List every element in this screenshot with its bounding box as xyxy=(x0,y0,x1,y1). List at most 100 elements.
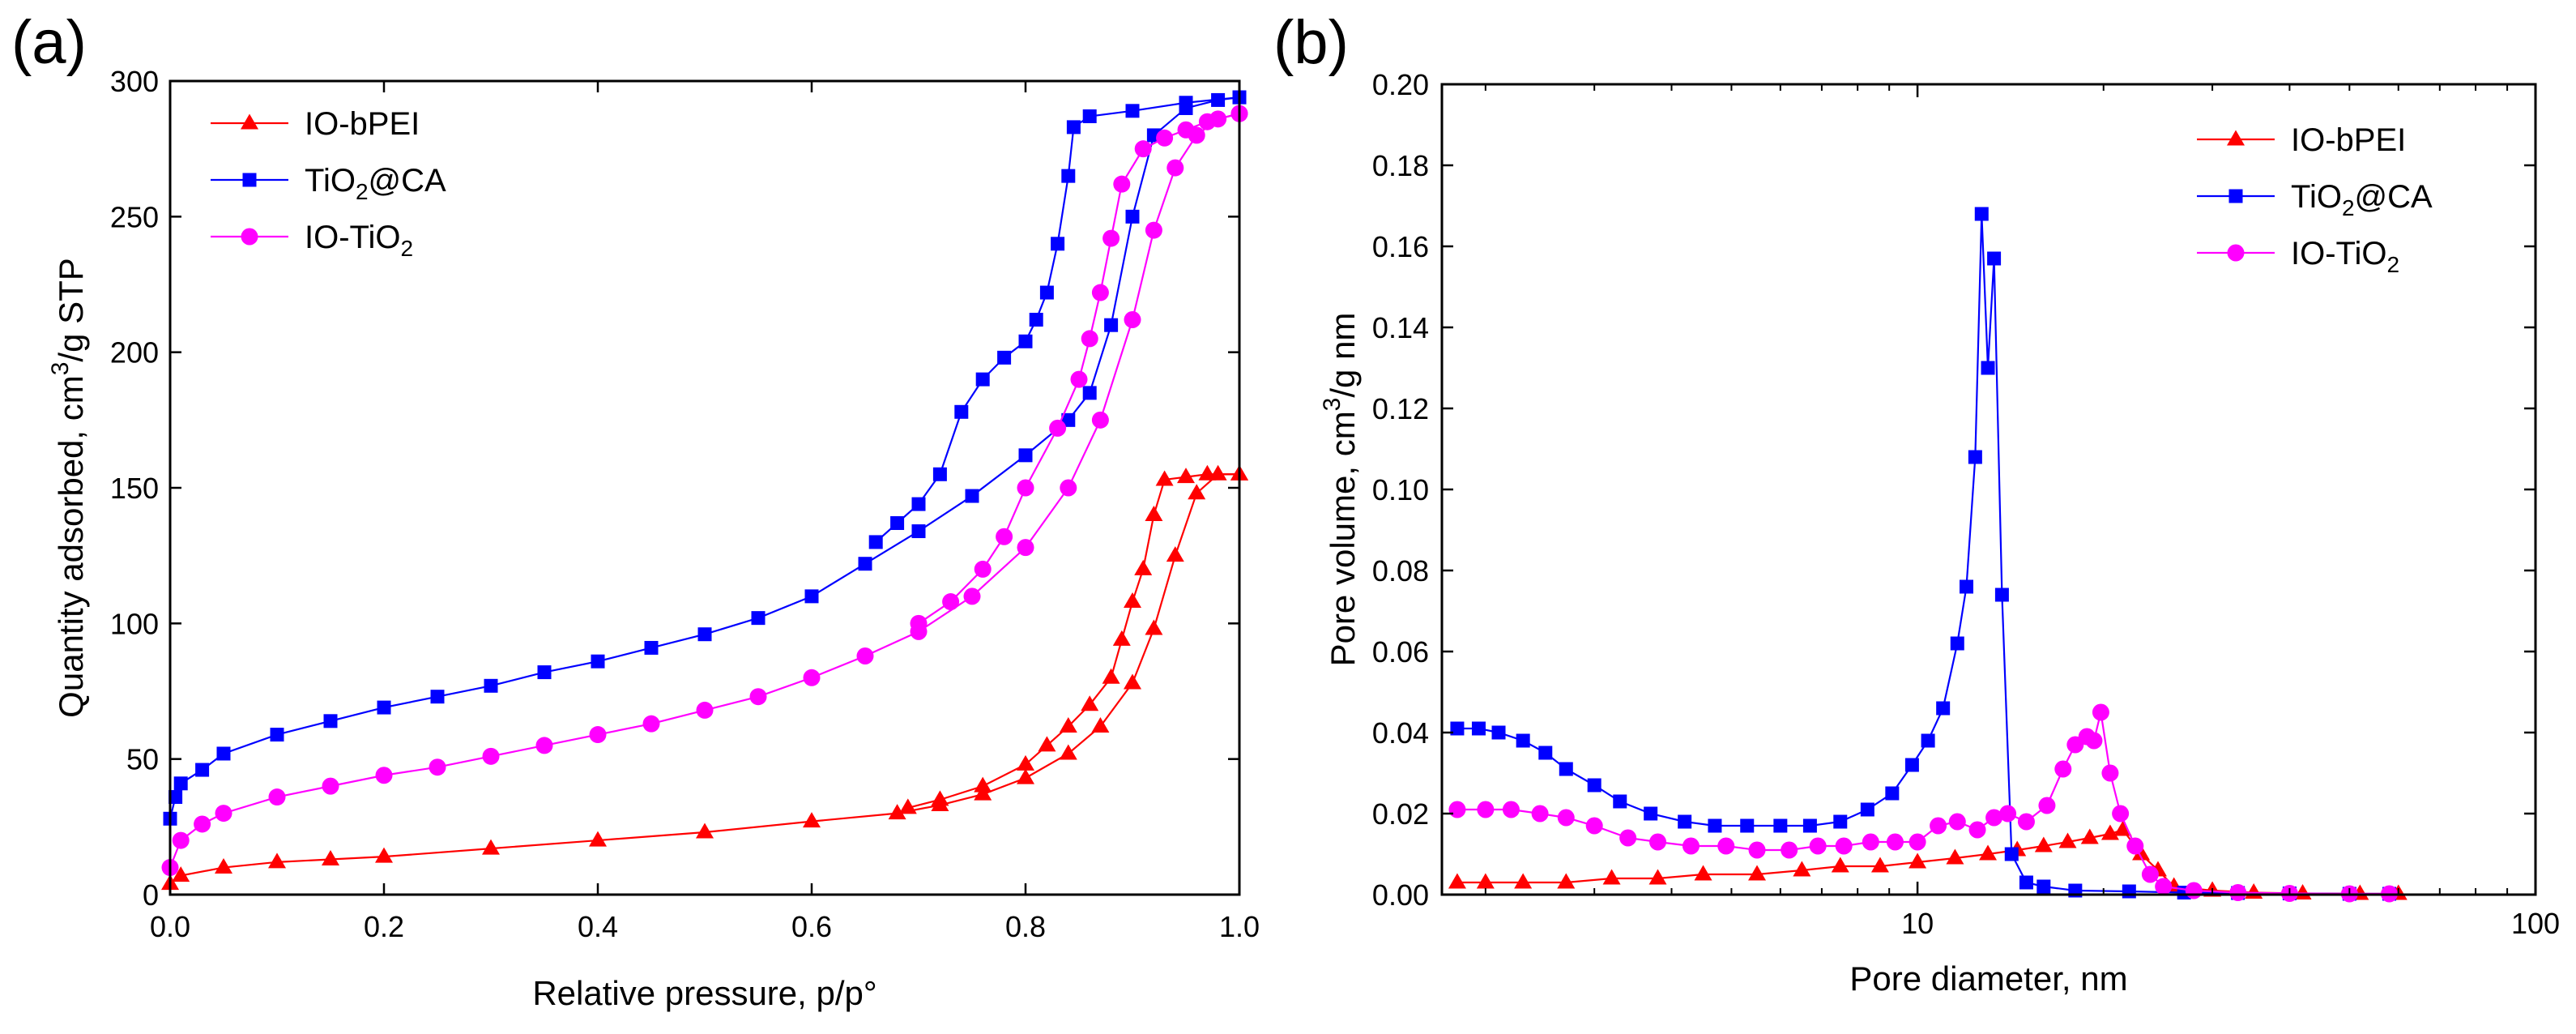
data-point xyxy=(168,790,183,805)
panel-b-legend-label: IO-bPEI xyxy=(2291,122,2406,158)
y-tick-label: 0.20 xyxy=(1372,68,1429,101)
y-tick-label: 200 xyxy=(110,336,159,370)
data-point xyxy=(2229,884,2247,901)
data-point xyxy=(589,726,607,744)
data-point xyxy=(803,669,821,686)
data-point xyxy=(1974,207,1989,221)
data-point xyxy=(1049,419,1067,437)
data-point xyxy=(1125,104,1140,118)
data-point xyxy=(430,690,445,704)
data-point xyxy=(697,627,712,642)
data-point xyxy=(1051,237,1065,251)
data-point xyxy=(1981,361,1995,375)
data-point xyxy=(1708,818,1722,833)
data-point xyxy=(858,557,872,571)
x-tick-label: 0.4 xyxy=(578,910,618,943)
data-point xyxy=(377,700,391,715)
y-tick-label: 0.00 xyxy=(1372,878,1429,912)
data-point xyxy=(1870,857,1889,873)
data-point xyxy=(1448,873,1466,889)
panel-b-legend: IO-bPEI TiO2@CA IO-TiO2 xyxy=(2197,122,2433,277)
data-point xyxy=(1559,762,1573,776)
data-point xyxy=(1885,786,1900,801)
data-point xyxy=(1059,717,1077,733)
data-point xyxy=(215,805,232,822)
x-tick-label: 1.0 xyxy=(1219,910,1260,943)
y-tick-label: 0 xyxy=(143,878,159,912)
panel-a-isotherm-chart: (a) 0.0 0.2 0.4 0.6 0.8 1.0 0 50 100 150 200 250 300… xyxy=(11,8,1260,1012)
series-IO-bPEI xyxy=(161,464,1248,891)
data-point xyxy=(1748,865,1767,881)
data-point xyxy=(1531,805,1549,822)
data-point xyxy=(2185,882,2203,899)
data-point xyxy=(589,831,607,847)
data-point xyxy=(1835,837,1853,855)
panel-b-legend-item: TiO2@CA xyxy=(2197,179,2433,220)
data-point xyxy=(1029,313,1043,327)
desorption-line xyxy=(918,113,1240,625)
panel-a-legend-marker xyxy=(241,113,258,130)
data-point xyxy=(2017,813,2035,831)
data-point xyxy=(931,790,949,806)
data-point xyxy=(890,516,905,531)
data-point xyxy=(322,777,339,795)
panel-b-letter: (b) xyxy=(1273,8,1349,77)
data-point xyxy=(1502,801,1520,818)
data-point xyxy=(484,678,498,693)
data-point xyxy=(803,812,821,828)
y-tick-label: 50 xyxy=(126,743,159,776)
data-point xyxy=(1516,733,1530,748)
data-point xyxy=(1102,229,1120,247)
panel-a-plot-area xyxy=(161,90,1248,891)
panel-a-legend-label: TiO2@CA xyxy=(305,163,446,204)
data-point xyxy=(2113,820,2132,836)
y-tick-label: 0.10 xyxy=(1372,473,1429,506)
y-tick-label: 0.14 xyxy=(1372,311,1429,344)
x-tick-label: 0.2 xyxy=(364,910,404,943)
data-point xyxy=(1904,758,1919,772)
data-point xyxy=(1909,833,1926,851)
data-point xyxy=(482,839,500,855)
panel-b-legend-item: IO-bPEI xyxy=(2197,122,2406,158)
data-point xyxy=(1081,330,1098,348)
data-point xyxy=(804,589,819,604)
x-tick-label: 0.0 xyxy=(150,910,190,943)
data-point xyxy=(2126,837,2144,855)
data-point xyxy=(2034,836,2053,852)
data-point xyxy=(2101,764,2119,782)
data-point xyxy=(1060,479,1077,497)
y-tick-label: 300 xyxy=(110,65,159,98)
data-point xyxy=(911,524,926,539)
data-point xyxy=(1179,96,1193,110)
y-tick-label: 0.02 xyxy=(1372,797,1429,831)
data-point xyxy=(1649,833,1667,851)
data-point xyxy=(1198,464,1217,481)
y-tick-label: 0.18 xyxy=(1372,149,1429,182)
data-point xyxy=(2122,884,2136,899)
data-point xyxy=(195,763,210,777)
data-point xyxy=(2092,703,2109,721)
panel-b-legend-marker xyxy=(2228,189,2243,203)
y-tick-label: 150 xyxy=(110,472,159,505)
data-point xyxy=(974,776,992,793)
panel-a-legend-marker xyxy=(242,173,257,187)
data-point xyxy=(216,746,231,761)
data-point xyxy=(910,614,928,632)
data-point xyxy=(194,815,211,833)
data-point xyxy=(1113,175,1131,193)
panel-b-legend-marker xyxy=(2227,130,2245,146)
data-point xyxy=(268,852,286,869)
data-point xyxy=(1124,311,1141,329)
data-point xyxy=(1987,251,2002,266)
panel-a-legend-label: IO-bPEI xyxy=(305,106,420,142)
data-point xyxy=(911,497,926,511)
data-point xyxy=(1613,794,1627,809)
data-point xyxy=(942,593,960,611)
panel-a-x-axis-title: Relative pressure, p/p° xyxy=(532,974,876,1012)
panel-b-plot-area xyxy=(1448,207,2408,903)
data-point xyxy=(1017,768,1034,784)
panel-a-frame xyxy=(168,79,1241,896)
data-point xyxy=(2085,732,2103,750)
panel-a-legend-item: IO-bPEI xyxy=(211,106,420,142)
